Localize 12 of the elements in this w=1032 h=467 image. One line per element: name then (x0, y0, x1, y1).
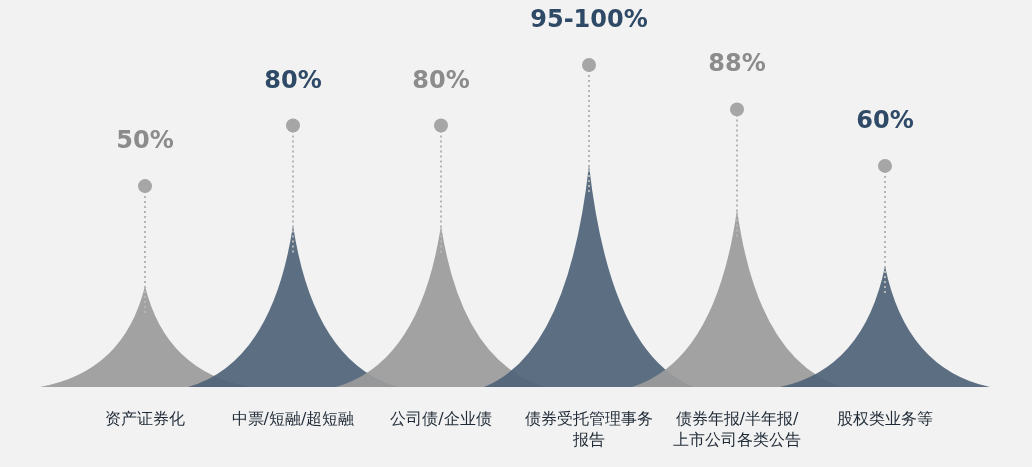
category-label: 中票/短融/超短融 (230, 408, 356, 429)
category-label: 债券年报/半年报/上市公司各类公告 (672, 408, 802, 450)
data-label: 80% (412, 65, 470, 94)
category-label: 资产证券化 (104, 408, 186, 429)
data-label: 88% (708, 49, 766, 78)
data-label: 50% (116, 126, 174, 155)
data-label: 60% (856, 105, 914, 134)
category-label: 股权类业务等 (836, 408, 934, 429)
data-label: 80% (264, 65, 322, 94)
category-label: 公司债/企业债 (389, 408, 493, 429)
data-label: 95-100% (530, 5, 648, 33)
category-label: 债券受托管理事务报告 (524, 408, 654, 450)
